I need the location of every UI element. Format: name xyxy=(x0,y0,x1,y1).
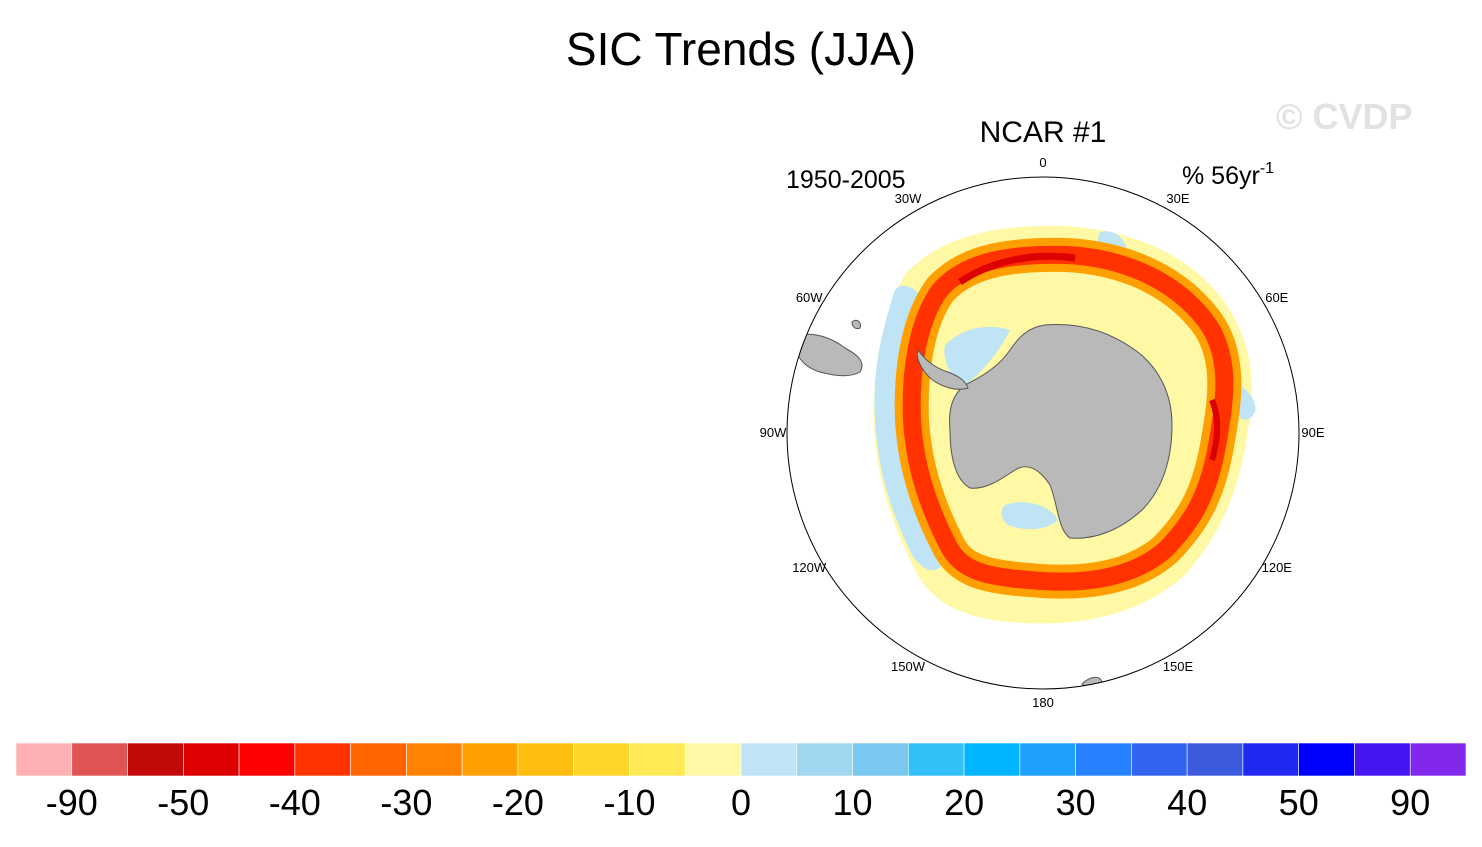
colorbar-box xyxy=(629,742,686,777)
colorbar-box xyxy=(350,742,407,777)
colorbar-box xyxy=(127,742,184,777)
longitude-label: 30W xyxy=(895,191,922,206)
colorbar-tick-label: 10 xyxy=(832,782,872,823)
colorbar xyxy=(15,742,1467,777)
units-exponent: -1 xyxy=(1259,160,1275,177)
colorbar-box xyxy=(406,742,463,777)
colorbar-box xyxy=(294,742,351,777)
period-label: 1950-2005 xyxy=(786,166,906,194)
colorbar-box xyxy=(71,742,128,777)
panel-title: NCAR #1 xyxy=(979,116,1107,149)
colorbar-labels: -90 -50 -40 -30 -20 -10 0 10 20 30 40 50 90 xyxy=(46,782,1430,823)
longitude-label: 0 xyxy=(1039,155,1046,170)
colorbar-box xyxy=(1354,742,1411,777)
colorbar-box xyxy=(461,742,519,777)
colorbar-box xyxy=(183,742,240,777)
units-text: % 56yr xyxy=(1182,162,1260,190)
longitude-label: 60E xyxy=(1265,290,1288,305)
colorbar-box xyxy=(908,742,965,777)
colorbar-box xyxy=(1409,742,1467,777)
colorbar-tick-label: 50 xyxy=(1279,782,1319,823)
colorbar-tick-label: -50 xyxy=(157,782,209,823)
units-label: % 56yr-1 xyxy=(1182,160,1274,191)
colorbar-box xyxy=(1242,742,1299,777)
colorbar-box xyxy=(15,742,73,777)
colorbar-box xyxy=(684,742,742,777)
colorbar-box xyxy=(1075,742,1132,777)
colorbar-box xyxy=(238,742,296,777)
colorbar-tick-label: 20 xyxy=(944,782,984,823)
colorbar-box xyxy=(1019,742,1076,777)
map-boundary xyxy=(786,176,1300,690)
colorbar-tick-label: -30 xyxy=(380,782,432,823)
colorbar-box xyxy=(517,742,574,777)
colorbar-tick-label: 30 xyxy=(1056,782,1096,823)
longitude-label: 150W xyxy=(891,659,926,674)
colorbar-tick-label: 40 xyxy=(1167,782,1207,823)
falkland-islands xyxy=(851,319,861,330)
colorbar-box xyxy=(1131,742,1188,777)
longitude-label: 90E xyxy=(1301,425,1324,440)
colorbar-box xyxy=(1298,742,1355,777)
longitude-label: 150E xyxy=(1163,659,1194,674)
longitude-label: 90W xyxy=(760,425,787,440)
colorbar-tick-label: 90 xyxy=(1390,782,1430,823)
colorbar-tick-label: -10 xyxy=(603,782,655,823)
trend-ring-red xyxy=(902,245,1234,591)
colorbar-tick-label: -90 xyxy=(46,782,98,823)
longitude-label: 120W xyxy=(792,560,827,575)
sea-ice-field xyxy=(795,225,1256,689)
trend-zone-inner-blue-south xyxy=(1001,502,1058,530)
trend-zone-inner-blue xyxy=(944,326,1010,385)
colorbar-box xyxy=(1186,742,1244,777)
longitude-label: 60W xyxy=(796,290,823,305)
colorbar-tick-label: 0 xyxy=(731,782,751,823)
figure-title: SIC Trends (JJA) xyxy=(565,23,917,75)
colorbar-box xyxy=(963,742,1021,777)
colorbar-tick-label: -20 xyxy=(492,782,544,823)
antarctic-peninsula xyxy=(916,348,969,390)
colorbar-box xyxy=(852,742,909,777)
longitude-label: 120E xyxy=(1262,560,1293,575)
colorbar-box xyxy=(796,742,853,777)
trend-ring-core xyxy=(958,252,1076,285)
trend-ring-core-east xyxy=(1209,398,1221,461)
longitude-label: 180 xyxy=(1032,695,1054,710)
colorbar-box xyxy=(573,742,630,777)
colorbar-box xyxy=(740,742,798,777)
longitude-labels: 0 30E 60E 90E 120E 150E 180 150W 120W 90W 60W 30W xyxy=(760,155,1325,710)
longitude-label: 30E xyxy=(1166,191,1189,206)
cvdp-watermark: © CVDP xyxy=(1276,96,1413,137)
colorbar-tick-label: -40 xyxy=(269,782,321,823)
